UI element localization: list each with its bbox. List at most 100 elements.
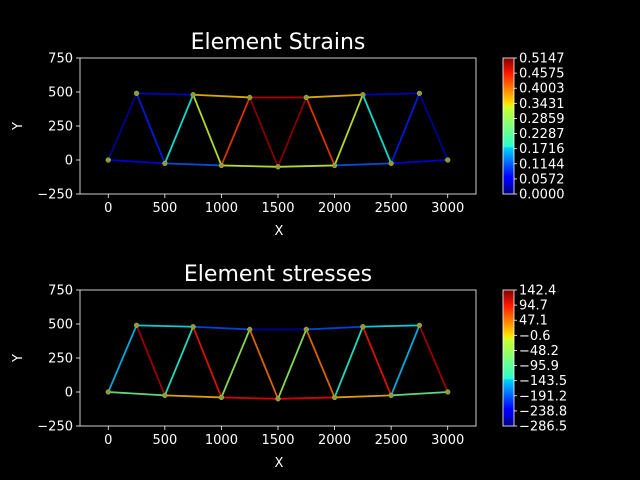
truss-node (331, 162, 338, 169)
colorbar-tick-label: −48.2 (519, 344, 559, 359)
strains-xlabel: X (275, 224, 284, 239)
truss-node (133, 90, 140, 97)
colorbar-tick-label: −95.9 (519, 359, 559, 374)
truss-element (277, 329, 308, 400)
truss-node (416, 90, 423, 97)
truss-element (390, 93, 421, 164)
x-tick-label: 500 (152, 433, 177, 448)
stresses-xlabel: X (275, 456, 284, 471)
colorbar-tick-label: −0.6 (519, 329, 551, 344)
strains-colorbar-ticks: 0.51470.45750.40030.34310.28590.22870.17… (514, 52, 565, 203)
strains-ylabel: Y (11, 122, 26, 131)
colorbar-tick-label: −191.2 (519, 389, 567, 404)
truss-element (193, 325, 250, 331)
colorbar-tick-label: 0.3431 (519, 97, 565, 112)
y-tick-label: 250 (48, 120, 73, 135)
truss-element (107, 93, 138, 161)
truss-element (305, 97, 336, 166)
colorbar-tick-label: 0.1144 (519, 157, 565, 172)
truss-element (108, 159, 165, 165)
x-tick-label: 2500 (375, 201, 408, 216)
x-tick-label: 0 (104, 433, 112, 448)
truss-node (275, 396, 281, 402)
stresses-plot: 0 500 1000 1500 2000 2500 3000 −250 0 250 500 750 (37, 284, 477, 448)
truss-node (303, 326, 309, 333)
truss-element (221, 396, 279, 400)
stresses-ylabel: Y (11, 354, 26, 363)
axes-frame (79, 289, 477, 427)
x-tick-label: 2000 (318, 201, 351, 216)
x-tick-label: 2500 (375, 433, 408, 448)
colorbar-tick-label: 0.1716 (519, 142, 565, 157)
truss-element (390, 325, 421, 396)
truss-node (445, 389, 451, 395)
y-tick-label: 750 (48, 284, 73, 299)
x-tick-label: 3000 (431, 433, 464, 448)
x-tick-label: 1000 (205, 433, 238, 448)
truss-node (133, 322, 140, 329)
truss-element (135, 93, 166, 164)
colorbar-tick-label: 0.0000 (519, 188, 565, 203)
truss-node (190, 324, 196, 330)
truss-element (306, 93, 363, 99)
colorbar-tick-label: 0.5147 (519, 52, 565, 67)
strains-plot: 0 500 1000 1500 2000 2500 3000 −250 0 250 500 750 (37, 52, 477, 216)
truss-node (218, 162, 225, 169)
truss-element (136, 324, 194, 328)
truss-node (360, 324, 366, 330)
stresses-title: Element stresses (184, 262, 372, 287)
truss-element (391, 391, 448, 397)
truss-element (362, 326, 392, 396)
colorbar-tick-label: 142.4 (519, 284, 556, 299)
colorbar-tick-label: −286.5 (519, 420, 567, 435)
truss-node (162, 160, 168, 167)
strains-colorbar (502, 57, 515, 195)
truss-node (105, 157, 111, 163)
truss-element (333, 326, 364, 398)
truss-node (388, 392, 394, 399)
truss-element (362, 94, 392, 164)
truss-node (190, 92, 196, 98)
truss-element (193, 93, 250, 99)
colorbar-tick-label: 0.4003 (519, 82, 565, 97)
y-tick-label: 500 (48, 86, 73, 101)
truss-element (164, 326, 194, 396)
truss-element (135, 325, 166, 396)
truss-element (305, 329, 336, 398)
colorbar-tick-label: −143.5 (519, 374, 567, 389)
y-tick-label: 750 (48, 52, 73, 67)
truss-element (277, 164, 335, 168)
y-tick-label: 500 (48, 318, 73, 333)
colorbar-tick-label: 0.4575 (519, 67, 565, 82)
truss-node (303, 94, 309, 101)
truss-element (108, 391, 165, 397)
truss-element (192, 94, 223, 166)
truss-node (247, 326, 253, 333)
truss-node (416, 322, 423, 329)
x-tick-label: 1000 (205, 201, 238, 216)
truss-element (164, 162, 222, 167)
strains-title: Element Strains (191, 30, 366, 55)
x-tick-label: 1500 (261, 201, 294, 216)
stresses-colorbar (502, 289, 515, 427)
truss-element (334, 162, 392, 167)
truss-element (334, 394, 392, 399)
strains-panel: Element Strains 0 500 1000 1500 2000 2500 3000… (11, 30, 565, 239)
truss-node (218, 394, 225, 401)
truss-node (247, 94, 253, 101)
axes-frame (79, 57, 477, 195)
truss-element (248, 329, 279, 400)
truss-element (277, 396, 335, 400)
truss-element (136, 92, 194, 96)
truss-element (220, 329, 251, 398)
stresses-panel: Element stresses 0 500 1000 1500 2000 2500 300… (11, 262, 567, 471)
truss-element (107, 325, 138, 393)
truss-element (362, 92, 420, 96)
truss-node (360, 92, 366, 98)
colorbar-tick-label: 0.0572 (519, 172, 565, 187)
colorbar-tick-label: 0.2859 (519, 112, 565, 127)
x-tick-label: 3000 (431, 201, 464, 216)
x-tick-label: 1500 (261, 433, 294, 448)
truss-element (418, 93, 449, 161)
